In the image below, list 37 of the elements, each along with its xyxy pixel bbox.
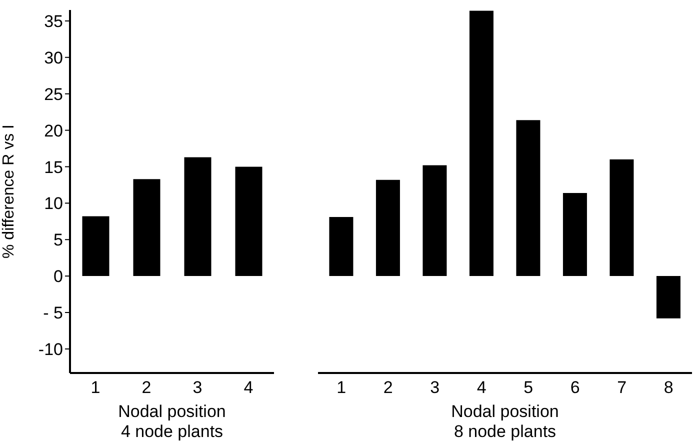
y-tick-label: 15 bbox=[44, 158, 63, 177]
bar bbox=[82, 216, 110, 276]
x-tick-label: 4 bbox=[476, 378, 486, 398]
y-tick-label: - 5 bbox=[43, 304, 63, 323]
bar bbox=[516, 120, 540, 276]
x-axis-title: Nodal position 8 node plants bbox=[451, 402, 559, 441]
y-tick-label: 10 bbox=[44, 194, 63, 214]
y-tick-label: 5 bbox=[54, 230, 63, 250]
x-tick-label: 8 bbox=[664, 378, 674, 398]
bar bbox=[656, 276, 680, 318]
bar bbox=[184, 157, 212, 276]
y-tick-label: 25 bbox=[44, 84, 63, 104]
x-tick-label: 2 bbox=[383, 378, 393, 398]
y-tick-label: -10 bbox=[38, 340, 63, 359]
y-axis-title: % difference R vs I bbox=[0, 124, 18, 258]
x-tick-label: 3 bbox=[430, 378, 440, 398]
bar bbox=[610, 159, 634, 276]
x-tick-label: 5 bbox=[524, 378, 534, 398]
y-tick-label: 35 bbox=[44, 12, 63, 31]
y-tick-label: 20 bbox=[44, 121, 63, 140]
y-tick-label: 30 bbox=[44, 48, 63, 68]
bar bbox=[469, 10, 494, 276]
x-tick-label: 2 bbox=[142, 378, 152, 398]
bar bbox=[376, 180, 400, 276]
x-tick-label: 4 bbox=[244, 378, 254, 398]
bar bbox=[235, 166, 262, 276]
x-tick-label: 6 bbox=[570, 378, 580, 398]
bar bbox=[422, 165, 447, 276]
x-tick-label: 1 bbox=[336, 378, 346, 398]
x-tick-label: 3 bbox=[192, 378, 202, 398]
x-axis-title: Nodal position 4 node plants bbox=[118, 402, 226, 441]
bar bbox=[329, 217, 354, 276]
bar bbox=[562, 192, 587, 276]
x-tick-label: 1 bbox=[90, 378, 100, 398]
bar bbox=[133, 179, 160, 276]
y-tick-label: 0 bbox=[54, 267, 63, 286]
x-tick-label: 7 bbox=[617, 378, 627, 398]
